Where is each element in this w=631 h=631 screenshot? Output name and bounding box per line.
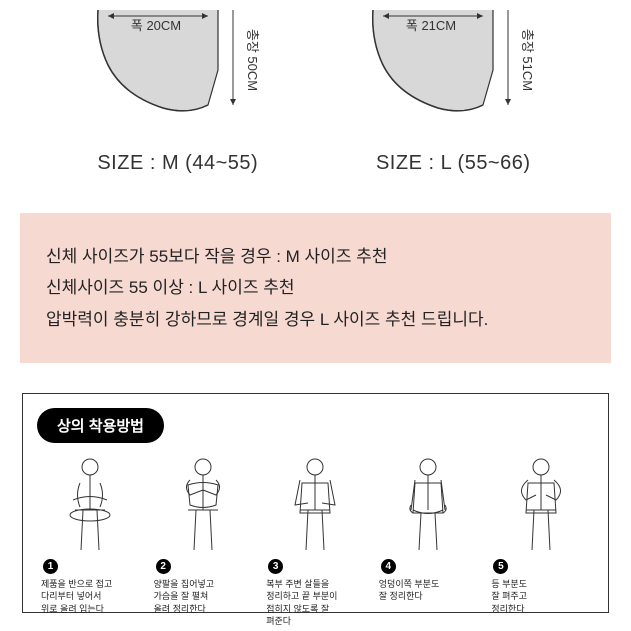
step-caption-4: 엉덩이쪽 부분도잘 정리한다 [375, 578, 482, 602]
diagram-l: 폭 21CM 총장 51CM SIZE : L (55~66) [323, 10, 583, 175]
step-2-figure [158, 455, 248, 555]
diagram-m: 폭 20CM 총장 50CM SIZE : M (44~55) [48, 10, 308, 175]
recommendation-line-1: 신체 사이즈가 55보다 작을 경우 : M 사이즈 추천 [46, 241, 585, 272]
instructions-header: 상의 착용방법 [37, 408, 164, 443]
size-diagrams-row: 폭 20CM 총장 50CM SIZE : M (44~55) 폭 21CM 총… [0, 0, 631, 185]
instructions-steps-row: 1 제품을 반으로 접고다리부터 넣어서위로 올려 입는다 2 양팔을 집어넣고… [37, 455, 594, 627]
size-label-m: SIZE : M (44~55) [97, 152, 258, 175]
length-label-l: 총장 51CM [520, 29, 535, 91]
step-5-figure [496, 455, 586, 555]
diagram-l-figure: 폭 21CM 총장 51CM [343, 10, 563, 140]
diagram-m-figure: 폭 20CM 총장 50CM [68, 10, 288, 140]
step-number-1: 1 [43, 559, 58, 574]
step-1-figure [45, 455, 135, 555]
length-label-m: 총장 50CM [245, 29, 260, 91]
wearing-instructions-panel: 상의 착용방법 1 제품을 반으로 접고다리부터 넣어서위로 올려 입는다 2 … [22, 393, 609, 613]
step-number-3: 3 [268, 559, 283, 574]
step-1: 1 제품을 반으로 접고다리부터 넣어서위로 올려 입는다 [37, 455, 144, 627]
step-3-figure [270, 455, 360, 555]
step-5: 5 등 부분도잘 펴주고정리한다 [487, 455, 594, 627]
step-caption-1: 제품을 반으로 접고다리부터 넣어서위로 올려 입는다 [37, 578, 144, 614]
size-recommendation-box: 신체 사이즈가 55보다 작을 경우 : M 사이즈 추천 신체사이즈 55 이… [20, 213, 611, 363]
step-caption-3: 복부 주변 살들을정리하고 끝 부분이접히지 않도록 잘펴준다 [262, 578, 369, 627]
step-number-4: 4 [381, 559, 396, 574]
step-2: 2 양팔을 집어넣고가슴을 잘 펼쳐올려 정리한다 [150, 455, 257, 627]
step-number-2: 2 [156, 559, 171, 574]
step-caption-5: 등 부분도잘 펴주고정리한다 [487, 578, 594, 614]
step-number-5: 5 [493, 559, 508, 574]
step-3: 3 복부 주변 살들을정리하고 끝 부분이접히지 않도록 잘펴준다 [262, 455, 369, 627]
recommendation-line-3: 압박력이 충분히 강하므로 경계일 경우 L 사이즈 추천 드립니다. [46, 304, 585, 335]
width-label-l: 폭 21CM [406, 18, 456, 33]
width-label-m: 폭 20CM [131, 18, 181, 33]
step-4: 4 엉덩이쪽 부분도잘 정리한다 [375, 455, 482, 627]
step-4-figure [383, 455, 473, 555]
size-label-l: SIZE : L (55~66) [376, 152, 531, 175]
step-caption-2: 양팔을 집어넣고가슴을 잘 펼쳐올려 정리한다 [150, 578, 257, 614]
recommendation-line-2: 신체사이즈 55 이상 : L 사이즈 추천 [46, 272, 585, 303]
